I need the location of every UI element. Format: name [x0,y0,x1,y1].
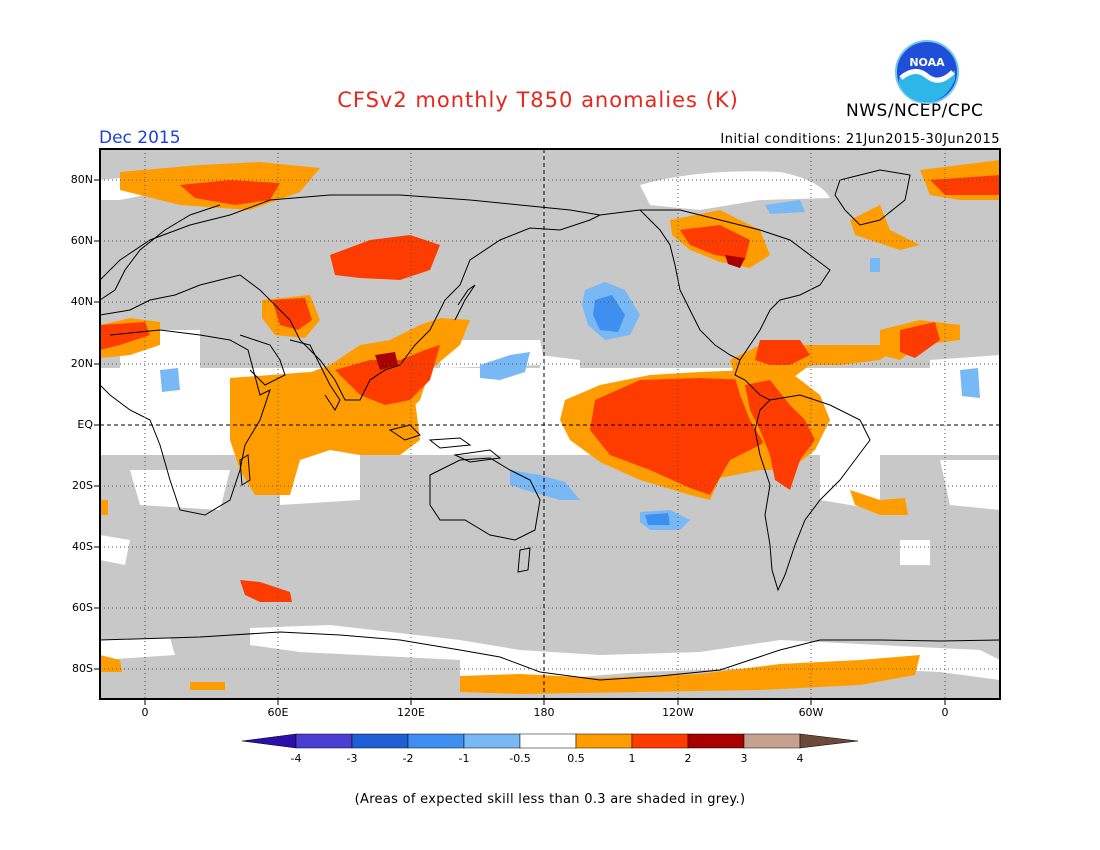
map-frame [99,148,1001,700]
lat-label: EQ [77,418,93,431]
colorbar-swatch-7 [631,733,689,749]
colorbar-swatch-2 [351,733,409,749]
colorbar-label: 0.5 [567,752,585,765]
logo-text: NOAA [909,56,945,69]
colorbar-label: -3 [346,752,358,765]
chart-title: CFSv2 monthly T850 anomalies (K) [337,88,739,112]
colorbar-label: 1 [628,752,636,765]
lat-label: 60S [72,601,93,614]
lat-label: 20S [72,479,93,492]
equator-dateline [100,149,1000,699]
colorbar-label: -0.5 [509,752,531,765]
lat-label: 20N [70,357,93,370]
colorbar-swatch-4 [463,733,521,749]
colorbar-swatch-8 [687,733,745,749]
lat-label: 80S [72,662,93,675]
colorbar-swatch-5 [519,733,577,749]
colorbar-swatch-3 [407,733,465,749]
lat-label: 40N [70,295,93,308]
colorbar-swatch-10 [799,733,859,749]
lon-label: 0 [141,706,149,719]
colorbar-label: -1 [458,752,470,765]
lat-label: 40S [72,540,93,553]
colorbar-swatch-0 [241,733,297,749]
month-label: Dec 2015 [99,128,181,148]
lon-label: 120E [397,706,425,719]
lon-label: 60E [267,706,289,719]
lat-label: 60N [70,234,93,247]
colorbar-swatch-1 [295,733,353,749]
colorbar-label: 2 [684,752,692,765]
noaa-logo: NOAA [895,40,959,104]
colorbar-swatch-6 [575,733,633,749]
lat-label: 80N [70,173,93,186]
anomaly-fields [100,160,1000,694]
colorbar-label: -4 [290,752,302,765]
lon-label: 60W [798,706,824,719]
lon-label: 120W [662,706,694,719]
lon-label: 0 [941,706,949,719]
colorbar-label: 3 [740,752,748,765]
agency-label: NWS/NCEP/CPC [846,101,984,121]
colorbar-swatch-9 [743,733,801,749]
colorbar-label: 4 [796,752,804,765]
initial-conditions-label: Initial conditions: 21Jun2015-30Jun2015 [720,132,1000,147]
colorbar-label: -2 [402,752,414,765]
axis-ticks [94,179,946,705]
colorbar [241,733,859,749]
skill-footnote: (Areas of expected skill less than 0.3 a… [354,792,746,807]
lon-label: 180 [533,706,555,719]
coastlines [99,169,1001,681]
